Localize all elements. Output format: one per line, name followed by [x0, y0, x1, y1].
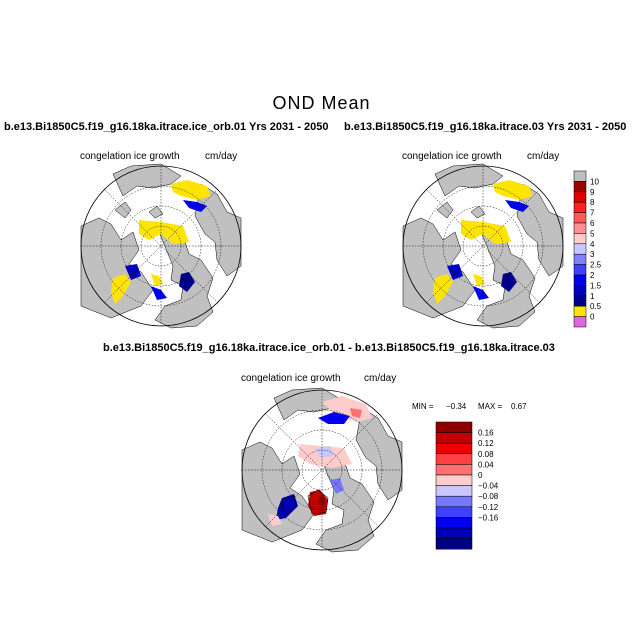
colorbar-diff-swatch	[435, 421, 473, 433]
min-label: MIN =	[412, 402, 434, 411]
colorbar-abs-label: 2.5	[590, 261, 602, 270]
panel1-variable-label: congelation ice growth	[80, 151, 180, 162]
colorbar-abs-label: 3	[590, 250, 595, 259]
diff-map	[241, 387, 403, 553]
colorbar-abs-label: 1	[590, 292, 595, 301]
colorbar-abs-label: 5	[590, 229, 595, 238]
figure-title: OND Mean	[272, 93, 371, 113]
colorbar-abs-swatch	[573, 274, 587, 286]
colorbar-abs-swatch	[573, 181, 587, 193]
colorbar-abs-swatch	[573, 201, 587, 213]
colorbar-absolute: 10 98 765 43 2.521.5 10.5 0	[573, 170, 602, 328]
colorbar-diff-swatch	[435, 442, 473, 455]
colorbar-abs-swatch	[573, 285, 587, 297]
colorbar-diff-label: 0	[478, 471, 483, 480]
colorbar-diff-label: 0.16	[478, 429, 494, 438]
colorbar-abs-swatch	[573, 170, 587, 182]
colorbar-abs-label: 1.5	[590, 281, 602, 290]
colorbar-diff-swatch	[435, 527, 473, 539]
colorbar-abs-label: 6	[590, 219, 595, 228]
colorbar-abs-label: 4	[590, 240, 595, 249]
colorbar-abs-label: 0.5	[590, 302, 602, 311]
colorbar-abs-swatch	[573, 253, 587, 265]
diff-variable-label: congelation ice growth	[241, 373, 341, 384]
colorbar-abs-label: 10	[590, 177, 599, 186]
colorbar-diff-swatch	[435, 506, 473, 518]
colorbar-diff-label: −0.16	[478, 513, 499, 522]
colorbar-diff-label: −0.08	[478, 492, 499, 501]
colorbar-diff-swatch	[435, 474, 473, 486]
panel1-map	[80, 163, 242, 329]
colorbar-diff-swatch	[435, 453, 473, 465]
colorbar-diff-swatch	[435, 432, 473, 444]
colorbar-abs-swatch	[573, 316, 587, 328]
panel1-units-label: cm/day	[205, 151, 238, 162]
colorbar-diff-swatch	[435, 485, 473, 497]
colorbar-abs-swatch	[573, 212, 587, 224]
diff-units-label: cm/day	[364, 373, 397, 384]
colorbar-difference: 0.160.12 0.080.04 0 −0.04−0.08 −0.12−0.16	[435, 421, 499, 550]
colorbar-abs-label: 8	[590, 198, 595, 207]
colorbar-abs-label: 7	[590, 209, 595, 218]
panel2-map	[402, 163, 564, 329]
colorbar-abs-label: 0	[590, 313, 595, 322]
colorbar-diff-label: −0.04	[478, 482, 499, 491]
colorbar-abs-swatch	[573, 305, 587, 317]
colorbar-abs-swatch	[573, 222, 587, 234]
colorbar-abs-label: 2	[590, 271, 595, 280]
diff-panel-label: b.e13.Bi1850C5.f19_g16.18ka.itrace.ice_o…	[103, 342, 555, 354]
colorbar-diff-swatch	[435, 464, 473, 476]
colorbar-diff-swatch	[435, 495, 473, 508]
colorbar-diff-label: −0.12	[478, 503, 499, 512]
colorbar-abs-swatch	[573, 191, 587, 203]
panel2-run-label: b.e13.Bi1850C5.f19_g16.18ka.itrace.03 Yr…	[344, 121, 627, 133]
colorbar-diff-swatch	[435, 517, 473, 529]
colorbar-abs-swatch	[573, 295, 587, 307]
colorbar-abs-label: 9	[590, 188, 595, 197]
colorbar-abs-swatch	[573, 264, 587, 276]
panel2-variable-label: congelation ice growth	[402, 151, 502, 162]
colorbar-diff-label: 0.04	[478, 460, 494, 469]
colorbar-diff-label: 0.12	[478, 439, 494, 448]
max-label: MAX =	[478, 402, 503, 411]
colorbar-abs-swatch	[573, 233, 587, 245]
colorbar-diff-label: 0.08	[478, 450, 494, 459]
max-value: 0.67	[511, 402, 527, 411]
panel2-units-label: cm/day	[527, 151, 560, 162]
min-value: −0.34	[446, 402, 467, 411]
panel1-run-label: b.e13.Bi1850C5.f19_g16.18ka.itrace.ice_o…	[4, 121, 329, 133]
colorbar-abs-swatch	[573, 243, 587, 255]
colorbar-diff-swatch	[435, 538, 473, 550]
